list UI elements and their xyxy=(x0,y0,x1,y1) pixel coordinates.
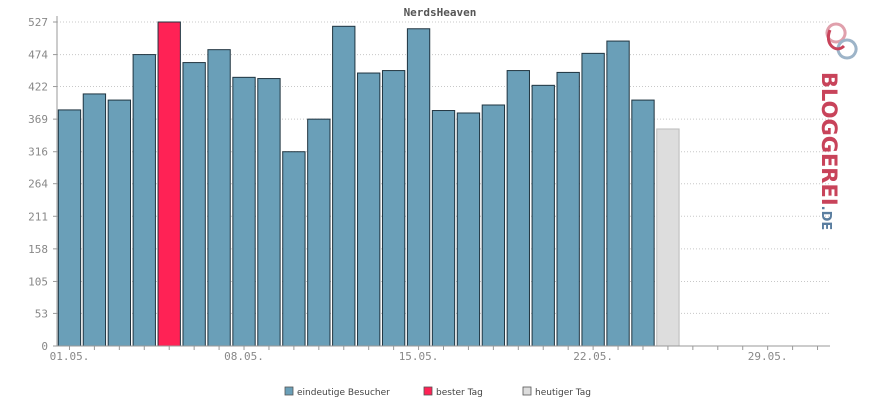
bar xyxy=(631,99,655,347)
legend-item: eindeutige Besucher xyxy=(284,386,390,398)
bar xyxy=(406,28,431,347)
x-tick-label: 15.05. xyxy=(399,350,439,363)
bar xyxy=(431,110,456,347)
legend-label: eindeutige Besucher xyxy=(297,388,390,398)
logo-mark-icon xyxy=(825,22,858,60)
logo-text: BLOGGEREI.DE xyxy=(817,72,841,230)
legend: eindeutige Besucher bester Tag heutiger Ta… xyxy=(284,386,591,398)
y-tick-label: 474 xyxy=(28,49,48,62)
bar xyxy=(132,54,156,347)
x-tick-label: 22.05. xyxy=(573,350,613,363)
legend-label: heutiger Tag xyxy=(535,388,591,398)
y-tick-label: 53 xyxy=(35,307,48,320)
bar xyxy=(332,25,356,347)
legend-item: bester Tag xyxy=(423,386,483,398)
y-tick-label: 264 xyxy=(28,178,48,191)
chart-title: NerdsHeaven xyxy=(404,6,477,19)
bar xyxy=(581,52,605,347)
y-tick-label: 422 xyxy=(28,81,48,94)
bars xyxy=(57,21,680,347)
y-tick-label: 105 xyxy=(28,275,48,288)
y-tick-label: 158 xyxy=(28,243,48,256)
bar xyxy=(57,109,82,347)
legend-item: heutiger Tag xyxy=(522,386,591,398)
bar xyxy=(357,72,381,347)
legend-swatch xyxy=(522,386,532,396)
bar xyxy=(257,78,281,347)
bloggerei-logo: BLOGGEREI.DE xyxy=(817,22,858,230)
bar xyxy=(157,21,181,347)
x-tick-label: 08.05. xyxy=(224,350,264,363)
bar xyxy=(207,49,231,347)
bar xyxy=(282,151,306,347)
bar xyxy=(307,118,331,347)
x-tick-label: 29.05. xyxy=(748,350,788,363)
logo-suffix-text: .DE xyxy=(818,206,833,231)
y-tick-label: 0 xyxy=(41,340,48,353)
bar xyxy=(506,70,530,347)
y-tick-label: 369 xyxy=(28,113,48,126)
bar xyxy=(456,112,481,347)
bar xyxy=(606,40,630,347)
y-axis-ticks: 0 53 105 158 211 264 316 369 422 474 527 xyxy=(28,16,57,353)
bar xyxy=(82,93,107,347)
bar xyxy=(232,76,256,347)
legend-label: bester Tag xyxy=(436,388,483,398)
bar xyxy=(182,62,206,347)
y-tick-label: 316 xyxy=(28,146,48,159)
bar xyxy=(556,71,580,347)
bar xyxy=(531,84,555,347)
x-axis-ticks: 01.05. 08.05. 15.05. 22.05. 29.05. xyxy=(50,346,819,363)
bar xyxy=(656,128,680,347)
bar xyxy=(107,99,132,347)
bar xyxy=(381,70,406,347)
y-tick-label: 211 xyxy=(28,210,48,223)
legend-swatch xyxy=(284,386,294,396)
logo-main-text: BLOGGEREI xyxy=(817,72,841,206)
x-tick-label: 01.05. xyxy=(50,350,90,363)
y-tick-label: 527 xyxy=(28,16,48,29)
bar xyxy=(481,104,506,347)
legend-swatch xyxy=(423,386,433,396)
